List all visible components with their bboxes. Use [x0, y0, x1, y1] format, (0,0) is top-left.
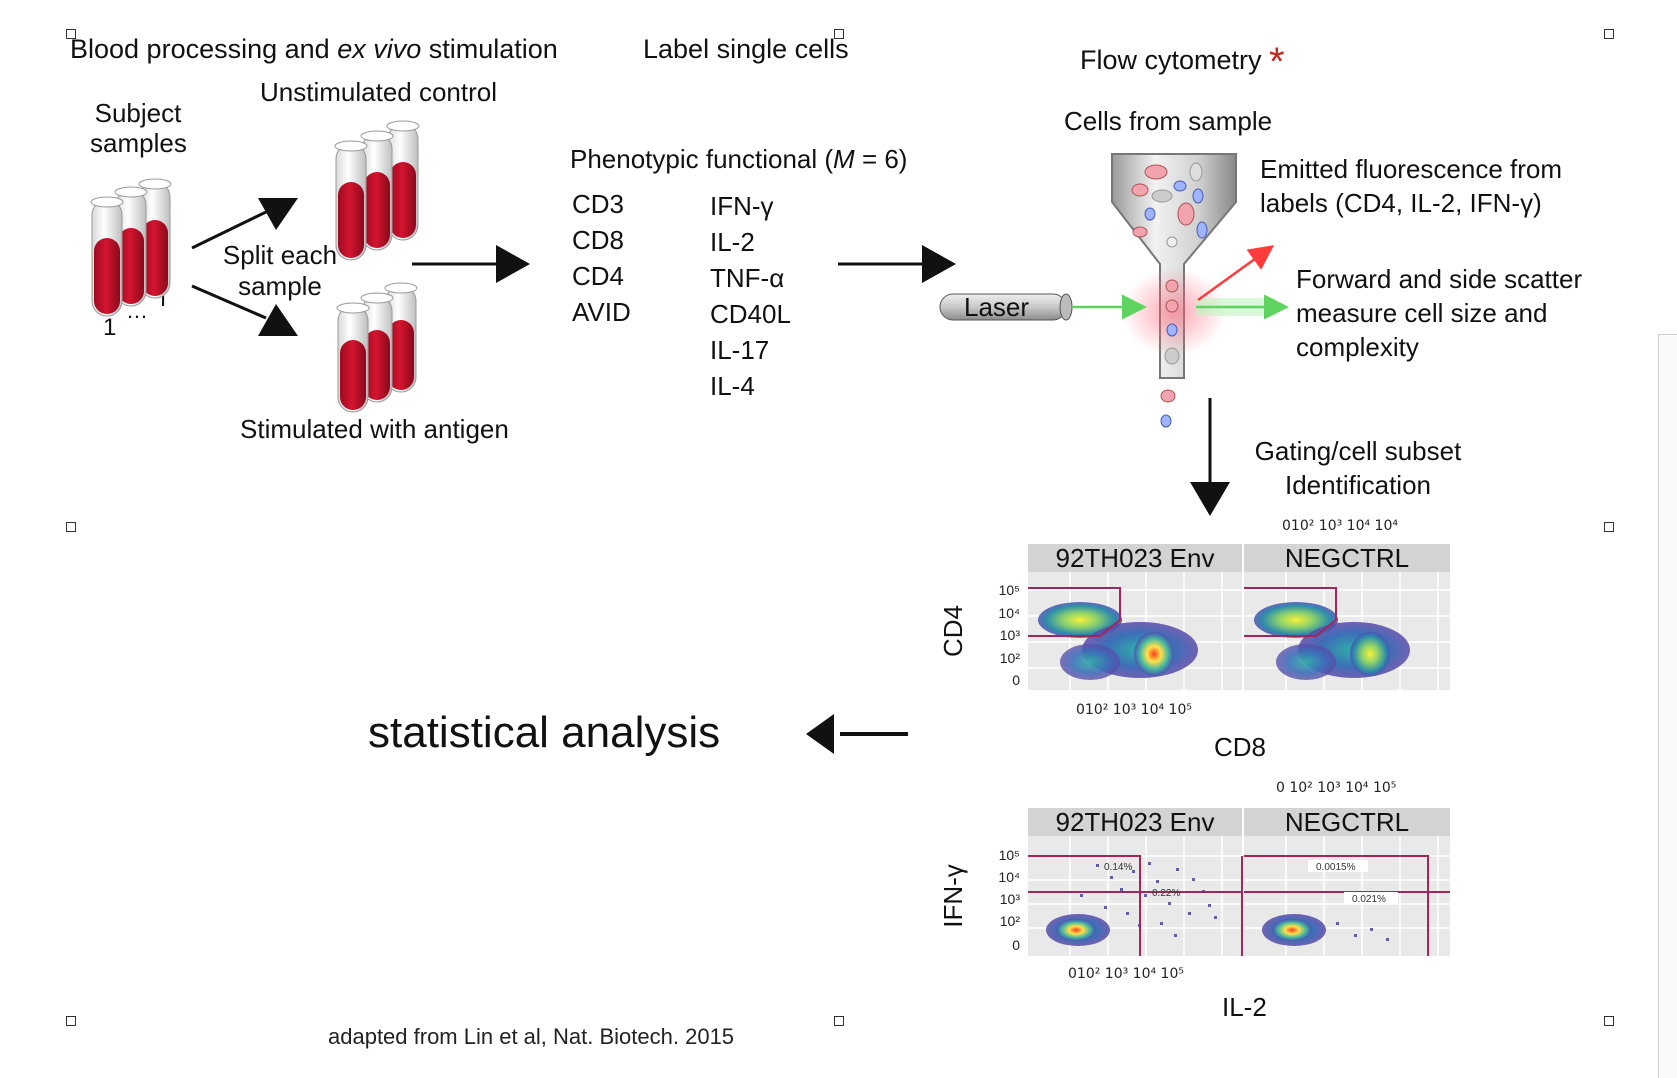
- section-title-label-cells: Label single cells: [643, 34, 849, 64]
- bottom-ylabel: IFN-γ: [938, 864, 968, 928]
- strip-env-bottom: [1028, 808, 1242, 836]
- bottom-ytick-0: 0: [1012, 937, 1020, 953]
- top-xlabel: CD8: [1214, 732, 1267, 762]
- split-arrow-down: [191, 284, 298, 336]
- stimulated-tubes: [336, 282, 418, 413]
- citation: adapted from Lin et al, Nat. Biotech. 20…: [328, 1024, 735, 1049]
- selection-handle-bottom-right[interactable]: [1604, 1016, 1614, 1026]
- top-ylabel: CD4: [938, 605, 968, 657]
- split-arrow-up: [191, 198, 298, 250]
- section-title-flow-cytometry: Flow cytometry *: [1080, 40, 1285, 84]
- sample-index-end: I: [160, 286, 167, 311]
- gate-label-env-2: 0.22%: [1152, 888, 1180, 899]
- gate-label-neg-2: 0.021%: [1352, 894, 1386, 905]
- gate-label-box-neg-1: [1308, 860, 1368, 872]
- subject-tubes: [90, 178, 172, 317]
- marker-cd3: CD3: [572, 189, 625, 219]
- top-plot-xticks-below: 010² 10³ 10⁴ 10⁵: [1076, 702, 1192, 718]
- laser-label: Laser: [964, 292, 1030, 322]
- bottom-neg-density-core: [1272, 919, 1312, 941]
- markers-heading: Phenotypic functional (M = 6): [570, 144, 908, 174]
- functional-markers-list: IFN-γ IL-2 TNF-α CD40L IL-17 IL-4: [710, 188, 791, 404]
- top-facet-plot: 92TH023 Env NEGCTRL 10⁵ 10⁴ 10³ 10² 0 CD…: [938, 543, 1450, 690]
- top-plot-xticks-above: 010² 10³ 10⁴ 10⁴: [1282, 518, 1398, 534]
- arrow-to-labels: [412, 245, 530, 283]
- fluorescence-beam: [1197, 245, 1275, 302]
- marker-il-17: IL-17: [710, 335, 770, 365]
- selection-handle-top-mid[interactable]: [834, 29, 844, 39]
- section-title-blood-processing: Blood processing and ex vivo stimulation: [70, 34, 558, 64]
- phenotypic-markers-list: CD3 CD8 CD4 AVID: [572, 186, 631, 330]
- marker-avid: AVID: [572, 297, 631, 327]
- gate-label-neg-1: 0.0015%: [1316, 862, 1356, 873]
- emitted-fluorescence-label: Emitted fluorescence from labels (CD4, IL…: [1260, 154, 1563, 218]
- arrow-to-analysis: [806, 714, 908, 754]
- top-env-populations: [1038, 602, 1198, 680]
- top-panel-title-neg: NEGCTRL: [1285, 543, 1409, 573]
- gating-label: Gating/cell subset Identification: [1254, 436, 1462, 500]
- top-panel-title-env: 92TH023 Env: [1056, 543, 1215, 573]
- bottom-panel-title-env: 92TH023 Env: [1056, 807, 1215, 837]
- marker-cd8: CD8: [572, 225, 625, 255]
- selection-handle-mid-left[interactable]: [66, 522, 76, 532]
- statistical-analysis-label: statistical analysis: [368, 708, 721, 757]
- bottom-xlabel: IL-2: [1222, 992, 1267, 1022]
- side-panel-edge: [1658, 334, 1677, 1078]
- selection-handle-top-left[interactable]: [66, 29, 76, 39]
- bottom-ytick-1e3: 10³: [1000, 891, 1021, 907]
- top-env-gate: [1028, 587, 1121, 637]
- gate-label-env-1: 0.14%: [1104, 862, 1132, 873]
- top-ytick-0: 0: [1012, 672, 1020, 688]
- top-ytick-1e2: 10²: [1000, 650, 1021, 666]
- laser-device: [939, 293, 1073, 321]
- arrow-gating-down: [1190, 398, 1230, 516]
- bottom-panel-title-neg: NEGCTRL: [1285, 807, 1409, 837]
- strip-neg-bottom: [1244, 808, 1450, 836]
- bottom-neg-scatter: [1336, 922, 1389, 941]
- bottom-ytick-1e4: 10⁴: [998, 869, 1020, 885]
- top-ytick-1e4: 10⁴: [998, 605, 1020, 621]
- strip-neg: [1244, 544, 1450, 572]
- flow-cell-funnel: [1111, 153, 1237, 428]
- marker-cd40l: CD40L: [710, 299, 791, 329]
- marker-il-4: IL-4: [710, 371, 755, 401]
- marker-il-2: IL-2: [710, 227, 755, 257]
- bottom-plot-xticks-below: 010² 10³ 10⁴ 10⁵: [1068, 966, 1184, 982]
- top-neg-populations: [1254, 602, 1410, 680]
- strip-env: [1028, 544, 1242, 572]
- marker-cd4: CD4: [572, 261, 625, 291]
- cells-from-sample-label: Cells from sample: [1064, 106, 1273, 136]
- top-neg-gate: [1244, 587, 1337, 637]
- split-each-sample-label: Split each sample: [222, 240, 338, 301]
- bottom-ytick-1e2: 10²: [1000, 913, 1021, 929]
- bottom-ytick-1e5: 10⁵: [999, 847, 1020, 863]
- top-ytick-1e5: 10⁵: [999, 582, 1020, 598]
- selection-handle-bottom-mid[interactable]: [834, 1016, 844, 1026]
- bottom-facet-plot: 92TH023 Env NEGCTRL 0.14% 0.22% 0.0015% …: [938, 807, 1450, 956]
- scatter-label: Forward and side scatter measure cell siz…: [1296, 264, 1583, 362]
- selection-handle-top-right[interactable]: [1604, 29, 1614, 39]
- bottom-neg-gate-vertical: [1244, 855, 1429, 956]
- marker-ifn-gamma: IFN-γ: [710, 191, 774, 221]
- bottom-plot-xticks-above: 0 10² 10³ 10⁴ 10⁵: [1276, 780, 1397, 796]
- subject-samples-label: Subject samples: [90, 98, 187, 158]
- arrow-to-flow: [838, 245, 956, 283]
- selection-handle-bottom-left[interactable]: [66, 1016, 76, 1026]
- asterisk-mark: *: [1269, 40, 1285, 84]
- bottom-env-gate-vertical: [1028, 855, 1141, 956]
- gate-label-box-neg-2: [1344, 892, 1398, 904]
- unstimulated-tubes: [334, 120, 420, 261]
- bottom-env-density-core: [1056, 919, 1096, 941]
- unstimulated-control-label: Unstimulated control: [260, 77, 497, 107]
- stimulated-with-antigen-label: Stimulated with antigen: [240, 414, 509, 444]
- marker-tnf-alpha: TNF-α: [710, 263, 785, 293]
- top-ytick-1e3: 10³: [1000, 627, 1021, 643]
- selection-handle-mid-right[interactable]: [1604, 522, 1614, 532]
- sample-index-start: 1: [103, 314, 117, 341]
